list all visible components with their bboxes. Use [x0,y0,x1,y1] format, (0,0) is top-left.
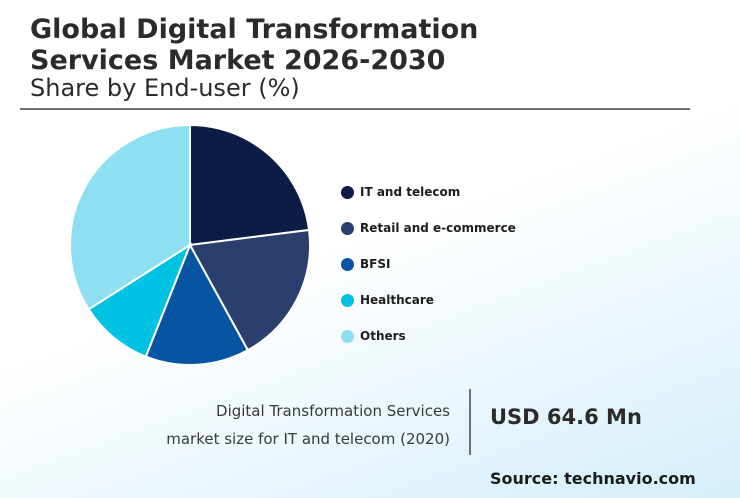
pie-slice-retail-and-e-commerce [188,228,311,352]
title-divider [20,108,690,110]
legend-swatch [341,185,354,199]
description-line-1: Digital Transformation Services [216,402,450,420]
chart-legend: IT and telecom Retail and e-commerce BFSI H… [341,174,516,354]
source-credit: Source: technavio.com [490,469,696,488]
legend-item-retail-and-e-commerce: Retail and e-commerce [341,210,516,246]
title-line-2: Services Market 2026-2030 [30,45,446,76]
market-size-description: Digital Transformation Services market s… [166,397,450,453]
legend-item-others: Others [341,318,516,354]
legend-label: BFSI [360,257,391,271]
legend-swatch [341,221,354,235]
pie-slice-healthcare [87,242,193,358]
market-size-value: USD 64.6 Mn [490,405,642,429]
description-line-2: market size for IT and telecom (2020) [166,430,450,448]
legend-swatch [341,293,354,307]
legend-swatch [341,329,354,343]
footer-divider [469,389,471,455]
legend-item-it-and-telecom: IT and telecom [341,174,516,210]
chart-title: Global Digital Transformation Services M… [30,14,478,76]
pie-slice-others [69,123,191,311]
legend-label: Others [360,329,406,343]
legend-swatch [341,257,354,271]
pie-slice-it-and-telecom [189,123,311,247]
chart-subtitle: Share by End-user (%) [30,74,300,102]
title-line-1: Global Digital Transformation [30,14,479,45]
legend-label: IT and telecom [360,185,461,199]
legend-label: Healthcare [360,293,434,307]
pie-slice-bfsi [144,242,250,366]
legend-label: Retail and e-commerce [360,221,516,235]
legend-item-healthcare: Healthcare [341,282,516,318]
legend-item-bfsi: BFSI [341,246,516,282]
